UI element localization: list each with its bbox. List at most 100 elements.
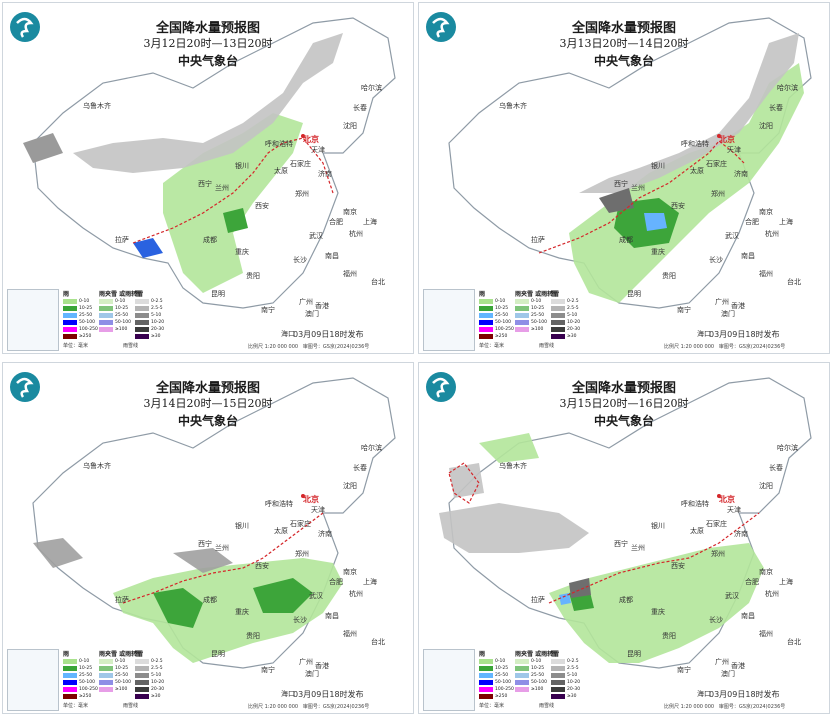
china-map <box>23 17 396 309</box>
panel-title: 全国降水量预报图 <box>155 21 260 36</box>
legend-snow-label: 2.5-5 <box>567 666 579 671</box>
city-nanjing: 南京 <box>759 208 773 216</box>
city-xian: 西安 <box>671 202 685 210</box>
city-guangzhou: 广州 <box>715 298 729 306</box>
legend-mix-header: 雨夹雪 或雨转雪 <box>515 291 560 298</box>
city-guiyang: 贵阳 <box>246 632 260 640</box>
city-shanghai: 上海 <box>363 218 377 226</box>
city-nanchang: 南昌 <box>325 612 339 620</box>
city-kunming: 昆明 <box>211 290 225 298</box>
legend-mix-swatch <box>99 673 113 678</box>
issue-time: 03月09日18时发布 <box>709 690 780 699</box>
legend-rain-swatch <box>63 334 77 339</box>
legend-mix-swatch <box>515 327 529 332</box>
city-tianjin: 天津 <box>311 146 325 154</box>
legend-snow-swatch <box>135 299 149 304</box>
city-changsha: 长沙 <box>293 256 307 264</box>
city-hefei: 合肥 <box>329 578 343 586</box>
city-tianjin: 天津 <box>311 506 325 514</box>
legend-mix-label: 0-10 <box>115 659 126 664</box>
south-china-sea-inset <box>423 289 475 351</box>
city-hangzhou: 杭州 <box>765 590 779 598</box>
china-map <box>32 377 396 669</box>
city-chengdu: 成都 <box>203 236 217 244</box>
rain-snow-line <box>538 140 745 254</box>
city-changchun: 长春 <box>353 104 367 112</box>
legend-unit: 单位：毫米 <box>479 343 505 349</box>
city-chongqing: 重庆 <box>651 248 665 256</box>
city-zhengzhou: 郑州 <box>295 190 309 198</box>
city-chongqing: 重庆 <box>235 248 249 256</box>
legend-mix-label: 50-100 <box>115 320 131 325</box>
city-aomen: 澳门 <box>721 670 735 678</box>
city-xining: 西宁 <box>614 180 628 188</box>
city-hangzhou: 杭州 <box>765 230 779 238</box>
legend-rain-swatch <box>63 687 77 692</box>
legend-rain-swatch <box>479 327 493 332</box>
legend-snow-label: 5-10 <box>567 313 578 318</box>
city-haikou: 海口 <box>697 330 711 338</box>
city-chongqing: 重庆 <box>651 608 665 616</box>
snow-zone <box>439 463 589 553</box>
legend-mix-swatch <box>515 687 529 692</box>
legend-rain-swatch <box>479 299 493 304</box>
city-haerbin: 哈尔滨 <box>361 444 382 452</box>
legend-rain-header: 雨 <box>63 651 70 658</box>
legend-snow-swatch <box>551 687 565 692</box>
city-changchun: 长春 <box>769 464 783 472</box>
legend-snow-swatch <box>135 694 149 699</box>
scale-label: 比例尺 1:20 000 000 <box>248 344 299 350</box>
legend-unit: 单位：毫米 <box>63 703 89 709</box>
city-wulumuqi: 乌鲁木齐 <box>83 462 111 470</box>
legend-snow-label: ≥30 <box>151 694 161 699</box>
city-nanjing: 南京 <box>343 208 357 216</box>
legend-mix-label: 10-25 <box>115 306 129 311</box>
city-xianggang: 香港 <box>731 662 745 670</box>
city-nanning: 南宁 <box>261 306 275 314</box>
city-beijing: 北京 <box>719 495 735 504</box>
legend-rain-header: 雨 <box>479 291 486 298</box>
rain-snow-line <box>132 137 334 244</box>
city-zhengzhou: 郑州 <box>295 550 309 558</box>
city-jinan: 济南 <box>318 170 332 178</box>
legend-snow-swatch <box>551 694 565 699</box>
city-haerbin: 哈尔滨 <box>777 444 798 452</box>
legend-mix-label: 10-25 <box>531 306 545 311</box>
city-yinchuan: 银川 <box>235 162 249 170</box>
legend-rain-header: 雨 <box>479 651 486 658</box>
legend-rain-swatch <box>63 320 77 325</box>
city-lasa: 拉萨 <box>115 596 129 604</box>
legend-mix-swatch <box>99 306 113 311</box>
panel-agency: 中央气象台 <box>593 54 654 68</box>
scale-label: 比例尺 1:20 000 000 <box>248 704 299 710</box>
legend-snow-swatch <box>135 687 149 692</box>
city-zhengzhou: 郑州 <box>711 550 725 558</box>
city-chengdu: 成都 <box>619 596 633 604</box>
legend-snow-swatch <box>551 680 565 685</box>
legend-mix-swatch <box>515 659 529 664</box>
legend-snow-label: 5-10 <box>151 673 162 678</box>
legend-rain-label: 25-50 <box>495 313 509 318</box>
legend-mix-swatch <box>99 687 113 692</box>
legend-snow-swatch <box>551 320 565 325</box>
legend-mix-swatch <box>99 327 113 332</box>
legend-mix-label: 25-50 <box>531 313 545 318</box>
cma-logo <box>10 372 40 402</box>
forecast-panel-3: 全国降水量预报图 3月14日20时—15日20时 中央气象台 乌鲁木齐 拉萨 西… <box>2 362 414 714</box>
legend-mix-swatch <box>515 666 529 671</box>
panel-agency: 中央气象台 <box>177 54 238 68</box>
city-taibei: 台北 <box>787 638 801 646</box>
panel-period: 3月14日20时—15日20时 <box>143 397 273 410</box>
legend-mix-swatch <box>99 666 113 671</box>
approval-label: 审图号：GS京(2024)0236号 <box>302 344 370 350</box>
city-lanzhou: 兰州 <box>631 184 645 192</box>
city-changchun: 长春 <box>353 464 367 472</box>
city-taiyuan: 太原 <box>274 527 288 535</box>
panel-agency: 中央气象台 <box>177 414 238 428</box>
legend-rain-swatch <box>479 659 493 664</box>
city-hangzhou: 杭州 <box>349 230 363 238</box>
city-aomen: 澳门 <box>721 310 735 318</box>
legend-rain-header: 雨 <box>63 291 70 298</box>
cma-logo <box>426 372 456 402</box>
legend: 雨 雨夹雪 或雨转雪 雪 0-10 10-25 25-50 50-100 100… <box>479 289 629 349</box>
